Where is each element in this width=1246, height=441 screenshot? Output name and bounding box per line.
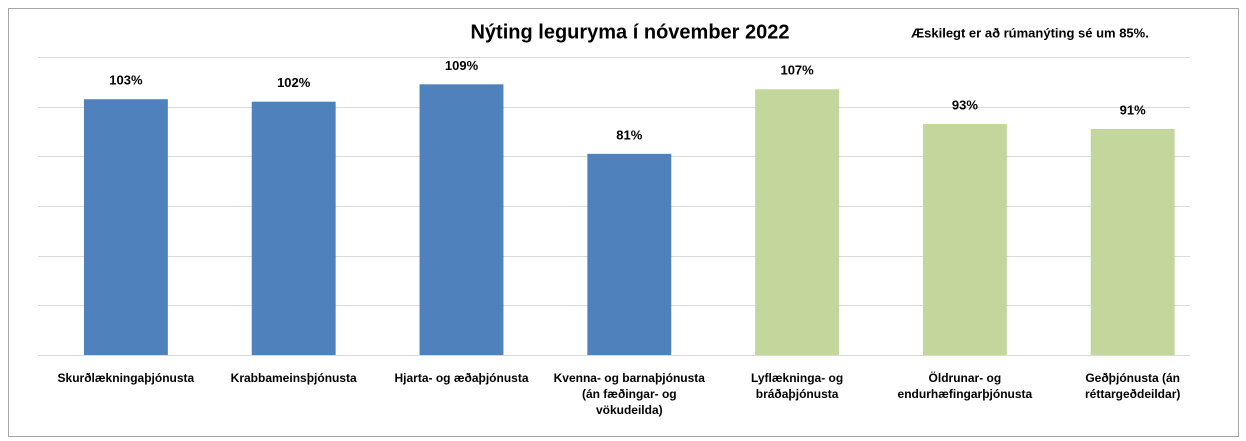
x-tick-label: Kvenna- og barnaþjónusta (án fæðingar- o… <box>553 371 705 417</box>
data-label: 103% <box>109 73 143 88</box>
bar <box>922 124 1007 355</box>
x-tick-label: Skurðlækningaþjónusta <box>57 371 195 385</box>
data-label: 93% <box>952 97 978 112</box>
data-label: 91% <box>1120 102 1146 117</box>
x-tick-label: Hjarta- og æðaþjónusta <box>394 371 529 385</box>
x-tick-label: Lyflækninga- og bráðaþjónusta <box>750 371 844 401</box>
data-label: 107% <box>780 63 814 78</box>
bar <box>1090 129 1175 355</box>
x-tick-label: Geðþjónusta (án réttargeðdeildar) <box>1085 371 1181 401</box>
data-label: 81% <box>616 127 642 142</box>
annotation: Æskilegt er að rúmanýting sé um 85%. <box>911 25 1149 40</box>
x-tick-label: Öldrunar- og endurhæfingarþjónusta <box>897 371 1033 401</box>
bar <box>587 153 672 355</box>
chart-title: Nýting leguryma í nóvember 2022 <box>470 21 789 43</box>
data-label: 102% <box>277 75 311 90</box>
bar <box>419 84 504 356</box>
data-label: 109% <box>445 58 479 73</box>
bar <box>251 101 336 355</box>
x-tick-label: Krabbameinsþjónusta <box>230 371 357 385</box>
bar <box>83 99 168 355</box>
bar <box>755 89 840 356</box>
